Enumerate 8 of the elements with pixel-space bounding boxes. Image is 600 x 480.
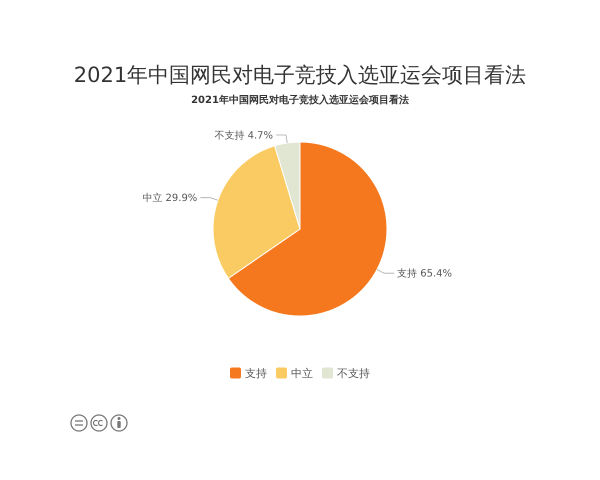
chart-title: 2021年中国网民对电子竞技入选亚运会项目看法 <box>74 63 526 87</box>
data-label: 中立 29.9% <box>142 192 198 204</box>
legend-label: 支持 <box>245 366 267 380</box>
legend-label: 中立 <box>291 366 313 380</box>
data-label: 不支持 4.7% <box>214 130 274 142</box>
legend-label: 不支持 <box>337 366 370 380</box>
data-label: 支持 65.4% <box>397 268 452 280</box>
chart-subtitle: 2021年中国网民对电子竞技入选亚运会项目看法 <box>191 94 409 106</box>
